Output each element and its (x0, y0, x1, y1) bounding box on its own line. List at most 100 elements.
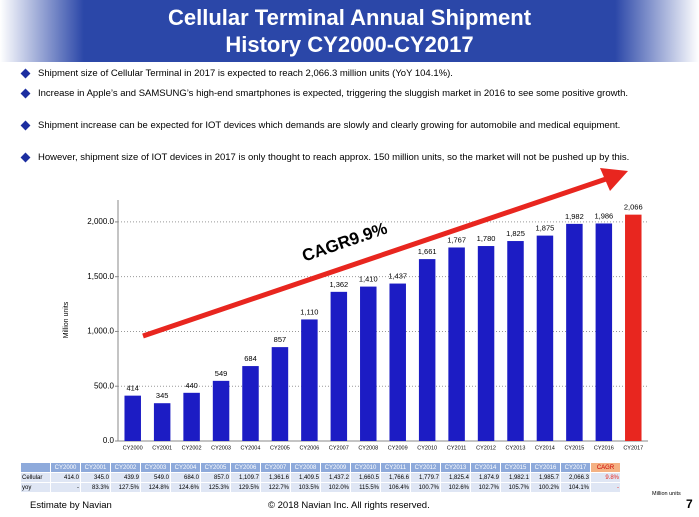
x-tick-label: CY2015 (564, 445, 584, 451)
bar (183, 392, 200, 441)
trend-arrow-head (600, 168, 628, 191)
x-tick-label: CY2007 (329, 445, 349, 451)
table-cell: 115.5% (350, 482, 381, 493)
bar (242, 366, 259, 441)
table-cell: 102.6% (440, 482, 471, 493)
value-label: 684 (244, 354, 257, 363)
table-header-cell: CY2002 (110, 462, 141, 473)
x-tick-label: CY2001 (152, 445, 172, 451)
x-tick-label: CY2006 (299, 445, 319, 451)
table-cell: 129.5% (230, 482, 261, 493)
bar (507, 241, 524, 441)
table-cell: 1,437.2 (320, 472, 351, 483)
table-cell: 1,361.6 (260, 472, 291, 483)
table-header-cell: CY2014 (470, 462, 501, 473)
x-tick-label: CY2012 (476, 445, 496, 451)
bar (212, 380, 230, 441)
bullet: Shipment size of Cellular Terminal in 20… (38, 68, 678, 80)
table-header-cell: CAGR (590, 462, 621, 473)
value-label: 1,110 (300, 307, 318, 316)
y-tick-label: 2,000.0 (87, 217, 114, 226)
table-cell: Cellular (20, 472, 51, 483)
bullet: However, shipment size of IOT devices in… (38, 152, 678, 164)
table-cell: 127.5% (110, 482, 141, 493)
table-cell: 1,109.7 (230, 472, 261, 483)
table-header-cell: CY2015 (500, 462, 531, 473)
table-cell: 9.8% (590, 472, 621, 483)
table-cell: 102.0% (320, 482, 351, 493)
table-cell: yoy (20, 482, 51, 493)
table-cell: 124.6% (170, 482, 201, 493)
value-label: 857 (274, 335, 287, 344)
table-cell: 439.9 (110, 472, 141, 483)
x-tick-label: CY2016 (594, 445, 614, 451)
bar (566, 223, 583, 441)
bar (330, 291, 348, 441)
value-label: 414 (126, 384, 139, 393)
title-line: Cellular Terminal Annual Shipment (167, 5, 532, 30)
x-tick-label: CY2004 (241, 445, 261, 451)
footer-center: © 2018 Navian Inc. All rights reserved. (268, 500, 430, 511)
bar (418, 259, 436, 441)
table-header-cell: CY2007 (260, 462, 291, 473)
x-tick-label: CY2002 (182, 445, 202, 451)
table-cell: - (50, 482, 81, 493)
x-tick-label: CY2017 (623, 445, 643, 451)
data-table: CY2000 CY2001 CY2002 CY2003 CY2004 CY2005 CY20… (20, 462, 621, 493)
table-header-cell: CY2003 (140, 462, 171, 473)
x-tick-label: CY2013 (506, 445, 526, 451)
table-header-cell: CY2010 (350, 462, 381, 473)
table-cell: 106.4% (380, 482, 411, 493)
footer-left: Estimate by Navian (30, 500, 112, 511)
value-label: 345 (156, 391, 169, 400)
table-cell: 1,982.1 (500, 472, 531, 483)
table-header-cell: CY2001 (80, 462, 111, 473)
table-cell: 124.8% (140, 482, 171, 493)
table-row: Cellular 414.0 345.0 439.9 549.0 684.0 857.0 1,… (20, 472, 621, 483)
table-cell: 125.3% (200, 482, 231, 493)
bar (389, 283, 406, 441)
value-label: 1,661 (418, 247, 437, 256)
value-label: 1,825 (506, 229, 525, 238)
y-tick-label: 0.0 (103, 436, 115, 445)
table-cell: 1,409.5 (290, 472, 321, 483)
table-header-cell: CY2000 (50, 462, 81, 473)
bar (477, 246, 495, 441)
y-tick-label: 500.0 (94, 381, 115, 390)
table-cell: 2,066.3 (560, 472, 591, 483)
trend-arrow (142, 176, 607, 339)
table-cell: 1,779.7 (410, 472, 441, 483)
table-cell: 345.0 (80, 472, 111, 483)
table-header-cell: CY2016 (530, 462, 561, 473)
value-label: 1,362 (329, 280, 348, 289)
bar (536, 235, 554, 441)
table-header-cell: CY2013 (440, 462, 471, 473)
table-cell: 105.7% (500, 482, 531, 493)
y-tick-label: 1,500.0 (87, 272, 114, 281)
value-label: 1,437 (388, 272, 407, 281)
x-tick-label: CY2009 (388, 445, 408, 451)
bar (595, 223, 613, 441)
x-tick-label: CY2014 (535, 445, 555, 451)
table-cell: 549.0 (140, 472, 171, 483)
value-label: 549 (215, 369, 228, 378)
table-cell: 100.7% (410, 482, 441, 493)
table-cell: - (590, 482, 621, 493)
table-header-cell: CY2006 (230, 462, 261, 473)
table-cell: 1,660.5 (350, 472, 381, 483)
table-header-cell: CY2017 (560, 462, 591, 473)
value-label: 440 (185, 381, 198, 390)
value-label: 1,875 (536, 224, 555, 233)
value-label: 1,410 (359, 275, 378, 284)
table-cell: 857.0 (200, 472, 231, 483)
table-header-cell: CY2011 (380, 462, 411, 473)
table-cell: 122.7% (260, 482, 291, 493)
table-header-cell: CY2012 (410, 462, 441, 473)
table-cell: 104.1% (560, 482, 591, 493)
table-header-cell: CY2004 (170, 462, 201, 473)
value-label: 1,982 (565, 212, 584, 221)
x-tick-label: CY2003 (211, 445, 231, 451)
table-cell: 83.3% (80, 482, 111, 493)
bar (124, 395, 141, 441)
